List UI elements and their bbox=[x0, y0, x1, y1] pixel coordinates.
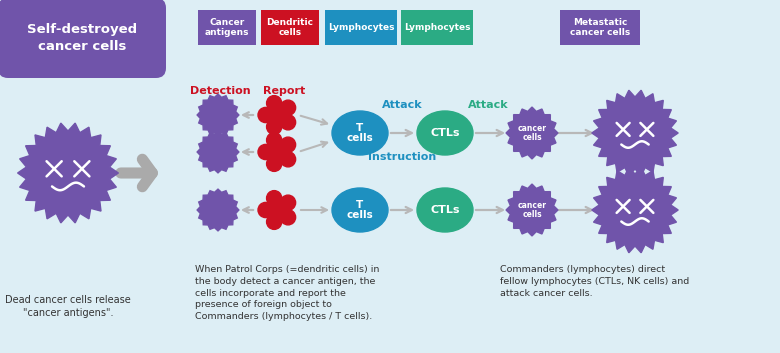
Circle shape bbox=[275, 152, 285, 164]
Text: Self-destroyed
cancer cells: Self-destroyed cancer cells bbox=[27, 24, 137, 53]
Polygon shape bbox=[197, 189, 239, 231]
Circle shape bbox=[268, 208, 278, 219]
Circle shape bbox=[271, 145, 285, 159]
FancyBboxPatch shape bbox=[0, 0, 166, 78]
Text: Instruction: Instruction bbox=[368, 152, 437, 162]
Circle shape bbox=[281, 210, 296, 225]
Circle shape bbox=[268, 150, 278, 161]
Circle shape bbox=[258, 202, 273, 217]
Circle shape bbox=[281, 137, 296, 152]
Polygon shape bbox=[197, 94, 239, 136]
Ellipse shape bbox=[417, 111, 473, 155]
Circle shape bbox=[267, 96, 282, 111]
Text: cancer
cells: cancer cells bbox=[517, 124, 547, 142]
Circle shape bbox=[271, 108, 285, 122]
Ellipse shape bbox=[417, 188, 473, 232]
Polygon shape bbox=[18, 123, 119, 223]
Circle shape bbox=[278, 204, 290, 216]
Polygon shape bbox=[506, 107, 558, 159]
Text: Lymphocytes: Lymphocytes bbox=[328, 23, 394, 32]
Circle shape bbox=[278, 109, 290, 121]
Polygon shape bbox=[197, 131, 239, 173]
Circle shape bbox=[268, 113, 278, 124]
Circle shape bbox=[267, 133, 282, 148]
Text: Commanders (lymphocytes) direct
fellow lymphocytes (CTLs, NK cells) and
attack c: Commanders (lymphocytes) direct fellow l… bbox=[500, 265, 690, 298]
Circle shape bbox=[281, 115, 296, 130]
Text: Metastatic
cancer cells: Metastatic cancer cells bbox=[570, 18, 630, 37]
Text: Detection: Detection bbox=[190, 86, 250, 96]
Circle shape bbox=[281, 195, 296, 210]
Polygon shape bbox=[592, 167, 678, 253]
FancyBboxPatch shape bbox=[560, 10, 640, 45]
Circle shape bbox=[275, 115, 285, 127]
Text: T
cells: T cells bbox=[346, 199, 374, 220]
Text: Attack: Attack bbox=[382, 100, 423, 110]
Text: Dead cancer cells release
"cancer antigens".: Dead cancer cells release "cancer antige… bbox=[5, 295, 131, 318]
Circle shape bbox=[258, 107, 273, 122]
Polygon shape bbox=[506, 184, 558, 236]
Text: Attack: Attack bbox=[468, 100, 509, 110]
Circle shape bbox=[267, 119, 282, 134]
Circle shape bbox=[268, 143, 278, 154]
Circle shape bbox=[268, 106, 278, 117]
Ellipse shape bbox=[332, 188, 388, 232]
Text: Report: Report bbox=[263, 86, 305, 96]
Circle shape bbox=[278, 146, 290, 157]
Circle shape bbox=[267, 191, 282, 206]
Text: Dendritic
cells: Dendritic cells bbox=[267, 18, 314, 37]
Circle shape bbox=[281, 152, 296, 167]
Circle shape bbox=[268, 201, 278, 212]
Circle shape bbox=[275, 198, 285, 210]
Circle shape bbox=[275, 210, 285, 222]
Text: CTLs: CTLs bbox=[431, 128, 459, 138]
Text: T
cells: T cells bbox=[346, 122, 374, 143]
Circle shape bbox=[267, 156, 282, 172]
Ellipse shape bbox=[332, 111, 388, 155]
Circle shape bbox=[281, 100, 296, 115]
Text: Cancer
antigens: Cancer antigens bbox=[204, 18, 250, 37]
Polygon shape bbox=[592, 90, 678, 176]
FancyBboxPatch shape bbox=[261, 10, 319, 45]
Circle shape bbox=[267, 214, 282, 229]
Text: Lymphocytes: Lymphocytes bbox=[404, 23, 470, 32]
FancyBboxPatch shape bbox=[198, 10, 256, 45]
FancyBboxPatch shape bbox=[325, 10, 397, 45]
Text: When Patrol Corps (=dendritic cells) in
the body detect a cancer antigen, the
ce: When Patrol Corps (=dendritic cells) in … bbox=[195, 265, 379, 321]
Text: CTLs: CTLs bbox=[431, 205, 459, 215]
Circle shape bbox=[271, 203, 285, 217]
Circle shape bbox=[258, 144, 273, 160]
Circle shape bbox=[275, 103, 285, 114]
FancyBboxPatch shape bbox=[401, 10, 473, 45]
Text: cancer
cells: cancer cells bbox=[517, 201, 547, 219]
Circle shape bbox=[275, 140, 285, 151]
